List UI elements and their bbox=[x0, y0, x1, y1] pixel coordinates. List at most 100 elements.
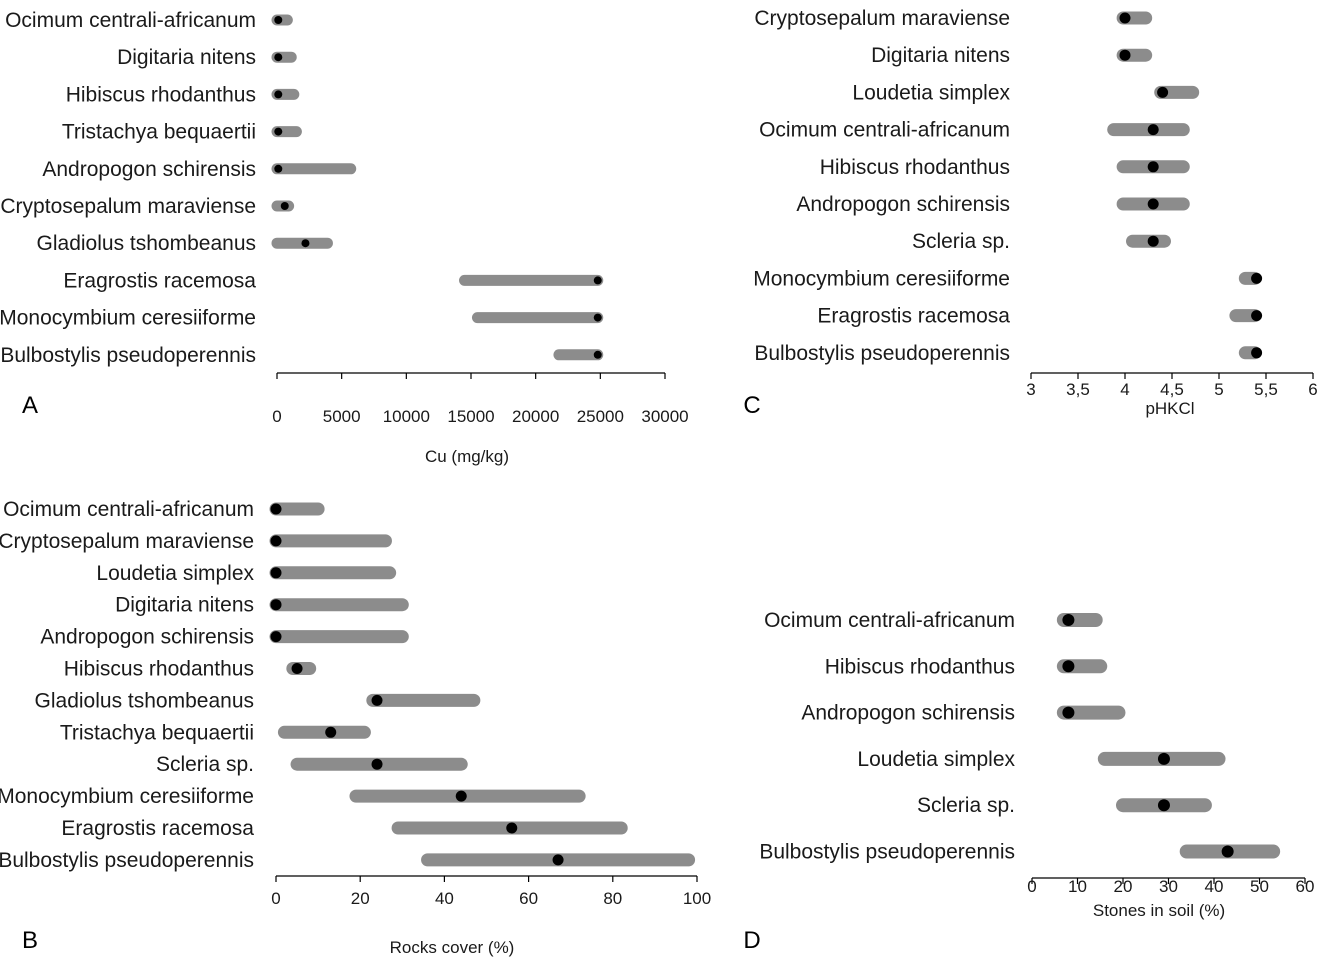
median-dot bbox=[1147, 235, 1159, 247]
category-label: Digitaria nitens bbox=[117, 46, 256, 69]
x-tick-label: 6 bbox=[1308, 380, 1317, 399]
panel-c: Cryptosepalum maraviense Digitaria nitens… bbox=[743, 7, 1317, 419]
category-label: Ocimum centrali-africanum bbox=[5, 9, 256, 32]
median-dot bbox=[1251, 272, 1263, 284]
category-label: Hibiscus rhodanthus bbox=[66, 83, 256, 106]
x-tick-label: 30000 bbox=[641, 407, 688, 426]
median-dot bbox=[1062, 660, 1075, 673]
median-dot bbox=[1062, 614, 1075, 626]
category-label: Bulbostylis pseudoperennis bbox=[0, 344, 256, 367]
median-dot bbox=[1157, 799, 1170, 812]
x-tick-label: 5,5 bbox=[1254, 380, 1278, 399]
x-tick-label: 10000 bbox=[383, 407, 430, 426]
median-dot bbox=[270, 535, 282, 547]
median-dot bbox=[455, 790, 467, 802]
median-dot bbox=[274, 16, 283, 24]
category-label: Eragrostis racemosa bbox=[61, 817, 254, 840]
panel-letter: B bbox=[22, 927, 38, 954]
median-dot bbox=[371, 758, 383, 770]
median-dot bbox=[1157, 752, 1170, 765]
x-axis-title: Cu (mg/kg) bbox=[425, 447, 509, 466]
median-dot bbox=[1251, 310, 1263, 322]
median-dot bbox=[593, 313, 602, 322]
median-dot bbox=[325, 726, 337, 738]
panel-letter: D bbox=[743, 927, 760, 954]
category-label: Digitaria nitens bbox=[115, 594, 254, 617]
panel-b: Ocimum centrali-africanum Cryptosepalum m… bbox=[0, 498, 711, 957]
median-dot bbox=[291, 663, 303, 674]
x-tick-label: 5000 bbox=[323, 407, 361, 426]
category-label: Scleria sp. bbox=[917, 794, 1015, 817]
category-label: Monocymbium ceresiiforme bbox=[0, 307, 256, 330]
median-dot bbox=[506, 822, 518, 834]
category-label: Hibiscus rhodanthus bbox=[820, 156, 1010, 179]
category-label: Tristachya bequaertii bbox=[60, 721, 254, 744]
x-axis-title: Stones in soil (%) bbox=[1093, 901, 1225, 920]
median-dot bbox=[274, 127, 283, 136]
median-dot bbox=[1147, 124, 1159, 136]
x-tick-label: 40 bbox=[1205, 877, 1224, 896]
x-tick-label: 25000 bbox=[577, 407, 624, 426]
x-axis-title: pHKCl bbox=[1145, 399, 1194, 418]
x-tick-label: 4 bbox=[1120, 380, 1129, 399]
median-dot bbox=[552, 854, 564, 866]
x-tick-label: 50 bbox=[1250, 877, 1269, 896]
category-label: Andropogon schirensis bbox=[40, 626, 254, 649]
category-label: Scleria sp. bbox=[912, 230, 1010, 253]
panel-letter: A bbox=[22, 392, 38, 419]
x-tick-label: 10 bbox=[1068, 877, 1087, 896]
category-label: Ocimum centrali-africanum bbox=[764, 609, 1015, 632]
x-tick-label: 0 bbox=[272, 407, 281, 426]
x-tick-label: 60 bbox=[519, 889, 538, 908]
x-tick-label: 4,5 bbox=[1160, 380, 1184, 399]
median-dot bbox=[1147, 161, 1159, 173]
median-dot bbox=[1119, 12, 1131, 24]
x-tick-label: 15000 bbox=[447, 407, 494, 426]
category-label: Andropogon schirensis bbox=[796, 193, 1010, 216]
median-dot bbox=[274, 164, 283, 173]
x-tick-label: 30 bbox=[1159, 877, 1178, 896]
x-axis-title: Rocks cover (%) bbox=[390, 938, 515, 957]
category-label: Hibiscus rhodanthus bbox=[64, 658, 254, 681]
median-dot bbox=[274, 90, 283, 99]
median-dot bbox=[301, 239, 310, 248]
category-label: Bulbostylis pseudoperennis bbox=[0, 849, 254, 872]
x-tick-label: 20 bbox=[1114, 877, 1133, 896]
category-label: Eragrostis racemosa bbox=[817, 305, 1010, 328]
median-dot bbox=[371, 694, 383, 706]
x-tick-label: 60 bbox=[1296, 877, 1315, 896]
category-label: Tristachya bequaertii bbox=[62, 121, 256, 144]
median-dot bbox=[1221, 845, 1234, 858]
x-tick-label: 3,5 bbox=[1066, 380, 1090, 399]
median-dot bbox=[1147, 198, 1159, 210]
median-dot bbox=[1157, 86, 1169, 98]
category-label: Digitaria nitens bbox=[871, 44, 1010, 67]
median-dot bbox=[593, 350, 602, 359]
panel-a: Ocimum centrali-africanum Digitaria niten… bbox=[0, 9, 689, 466]
x-tick-label: 100 bbox=[683, 889, 711, 908]
x-tick-label: 40 bbox=[435, 889, 454, 908]
x-tick-label: 80 bbox=[603, 889, 622, 908]
x-tick-label: 20000 bbox=[512, 407, 559, 426]
category-label: Monocymbium ceresiiforme bbox=[753, 267, 1010, 290]
x-tick-label: 0 bbox=[271, 889, 280, 908]
median-dot bbox=[1119, 49, 1131, 61]
panel-d: Ocimum centrali-africanum Hibiscus rhodan… bbox=[743, 609, 1314, 954]
category-label: Cryptosepalum maraviense bbox=[0, 195, 256, 218]
category-label: Gladiolus tshombeanus bbox=[37, 232, 256, 255]
x-tick-label: 3 bbox=[1026, 380, 1035, 399]
panel-letter: C bbox=[743, 392, 760, 419]
x-tick-label: 5 bbox=[1214, 380, 1223, 399]
median-dot bbox=[274, 53, 283, 62]
median-dot bbox=[270, 631, 282, 643]
category-label: Andropogon schirensis bbox=[801, 702, 1015, 725]
category-label: Cryptosepalum maraviense bbox=[0, 530, 254, 553]
category-label: Loudetia simplex bbox=[857, 748, 1015, 771]
x-tick-label: 0 bbox=[1027, 877, 1036, 896]
category-label: Ocimum centrali-africanum bbox=[759, 119, 1010, 142]
category-label: Monocymbium ceresiiforme bbox=[0, 785, 254, 808]
category-label: Hibiscus rhodanthus bbox=[825, 655, 1015, 678]
x-tick-label: 20 bbox=[351, 889, 370, 908]
category-label: Bulbostylis pseudoperennis bbox=[754, 342, 1010, 365]
median-dot bbox=[270, 503, 282, 515]
